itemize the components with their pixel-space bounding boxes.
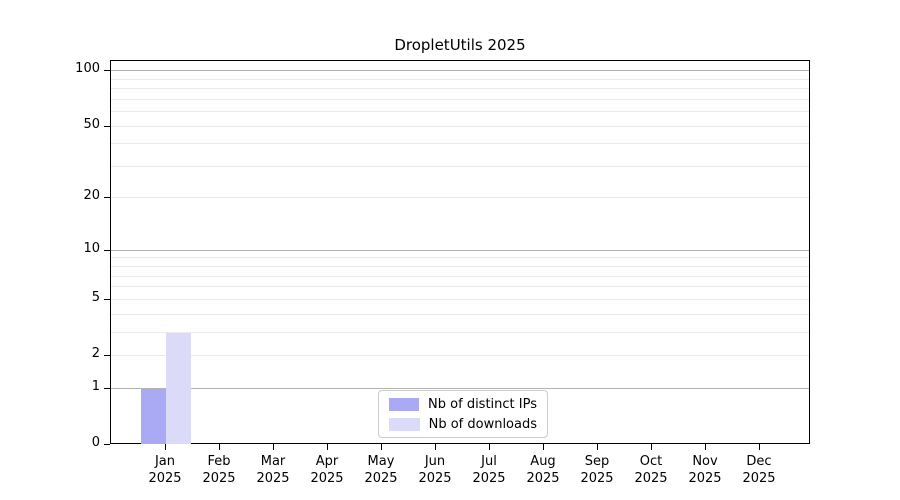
x-tick-mar (273, 444, 274, 450)
gridline-90 (111, 78, 809, 80)
legend-label-downloads: Nb of downloads (428, 416, 537, 432)
x-tick-jun (435, 444, 436, 450)
x-tick-jan (165, 444, 166, 450)
x-tick-apr (327, 444, 328, 450)
gridline-50 (111, 125, 809, 127)
legend-swatch-distinct-ips (389, 397, 420, 411)
bar-nb-of-distinct-ips-jan (141, 388, 166, 444)
gridline-60 (111, 111, 809, 112)
legend-item-distinct-ips: Nb of distinct IPs (389, 397, 537, 412)
x-tick-aug (543, 444, 544, 450)
x-tick-label-nov: Nov 2025 (688, 454, 722, 486)
y-tick-label-10: 10 (83, 240, 100, 256)
x-tick-label-sep: Sep 2025 (580, 454, 614, 486)
y-tick-label-5: 5 (91, 289, 100, 305)
gridline-10 (111, 249, 809, 251)
x-tick-label-oct: Oct 2025 (634, 454, 668, 486)
x-tick-label-apr: Apr 2025 (310, 454, 344, 486)
gridline-100 (111, 70, 809, 72)
y-tick-1 (104, 387, 110, 389)
gridline-40 (111, 143, 809, 145)
x-tick-may (381, 444, 382, 450)
legend-label-distinct-ips: Nb of distinct IPs (428, 396, 537, 412)
y-tick-label-100: 100 (75, 61, 100, 77)
gridline-2 (111, 355, 809, 356)
gridline-80 (111, 88, 809, 90)
bar-nb-of-downloads-jan (166, 332, 191, 444)
y-tick-label-0: 0 (91, 435, 100, 450)
gridline-6 (111, 286, 809, 288)
x-tick-label-jun: Jun 2025 (418, 454, 452, 486)
x-tick-feb (219, 444, 220, 450)
legend: Nb of distinct IPs Nb of downloads (378, 390, 548, 438)
gridline-70 (111, 98, 809, 100)
y-tick-label-1: 1 (91, 378, 100, 394)
y-tick-label-20: 20 (83, 188, 100, 204)
x-tick-label-mar: Mar 2025 (256, 454, 290, 486)
gridline-4 (111, 313, 809, 315)
x-tick-label-may: May 2025 (364, 454, 398, 486)
plot-area (110, 60, 810, 444)
x-tick-sep (597, 444, 598, 450)
y-tick-0 (104, 444, 110, 445)
y-tick-50 (104, 125, 110, 127)
legend-item-downloads: Nb of downloads (389, 417, 537, 432)
x-tick-oct (651, 444, 652, 450)
y-tick-100 (104, 70, 110, 72)
gridline-3 (111, 331, 809, 333)
legend-swatch-downloads (389, 417, 420, 431)
x-tick-label-jan: Jan 2025 (148, 454, 182, 486)
gridline-30 (111, 165, 809, 167)
x-tick-label-dec: Dec 2025 (742, 454, 776, 486)
x-tick-nov (705, 444, 706, 450)
gridline-1 (111, 387, 809, 389)
y-tick-5 (104, 298, 110, 300)
y-tick-label-2: 2 (91, 346, 100, 361)
gridline-20 (111, 197, 809, 199)
x-tick-label-feb: Feb 2025 (202, 454, 236, 486)
gridline-5 (111, 298, 809, 300)
y-tick-20 (104, 197, 110, 199)
x-tick-dec (759, 444, 760, 450)
y-tick-label-50: 50 (83, 116, 100, 132)
gridline-9 (111, 257, 809, 259)
x-tick-jul (489, 444, 490, 450)
gridline-7 (111, 275, 809, 277)
y-tick-10 (104, 249, 110, 251)
chart-title: DropletUtils 2025 (394, 36, 526, 54)
y-tick-2 (104, 355, 110, 356)
x-tick-label-aug: Aug 2025 (526, 454, 560, 486)
x-tick-label-jul: Jul 2025 (472, 454, 506, 486)
gridline-8 (111, 266, 809, 268)
